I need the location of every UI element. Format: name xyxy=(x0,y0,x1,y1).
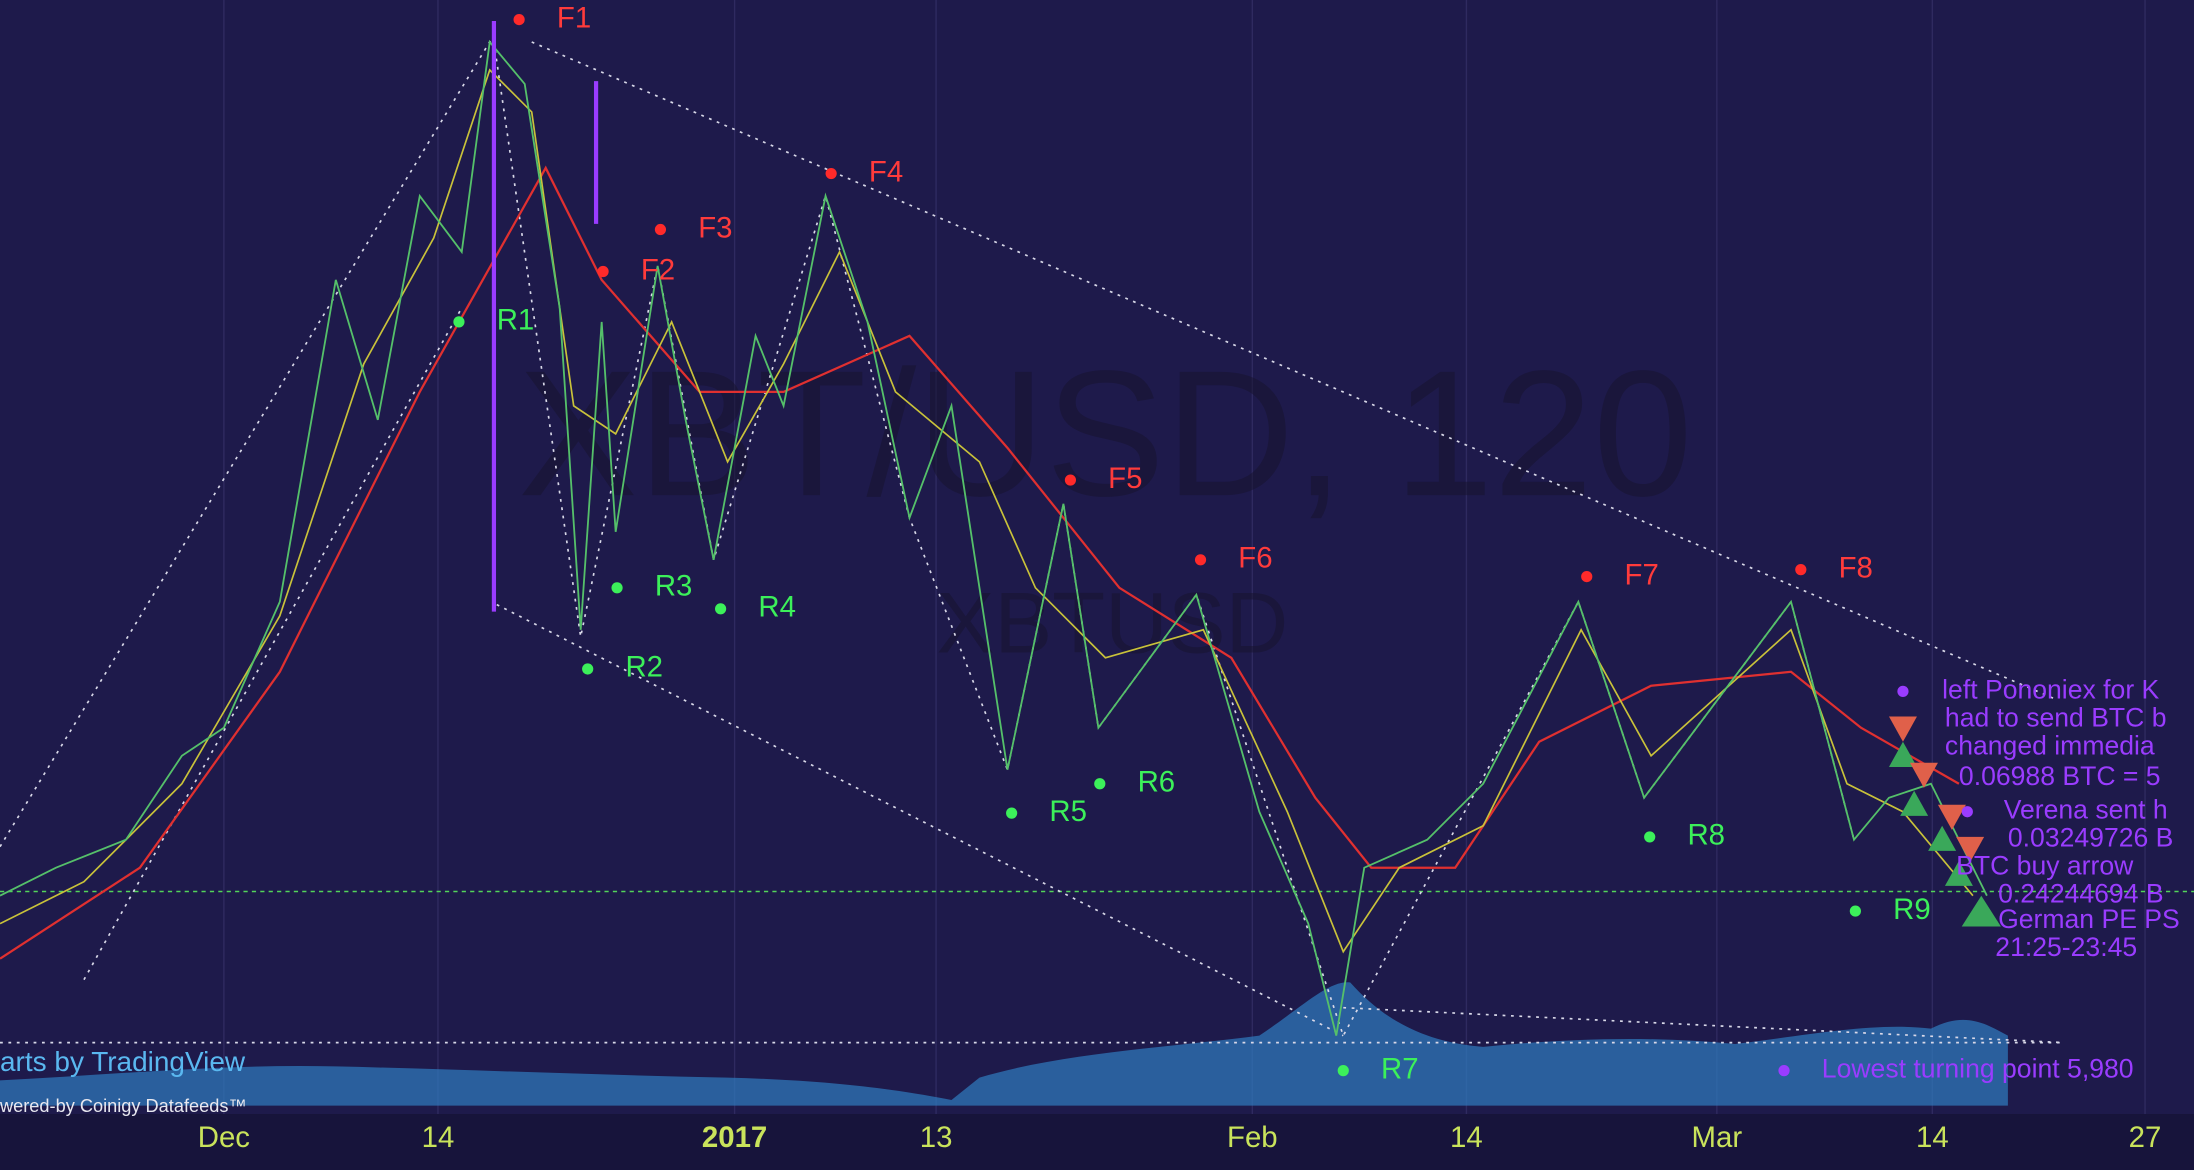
x-tick-label: 14 xyxy=(1916,1121,1949,1154)
trough-dot xyxy=(453,316,465,328)
annotation-text: Verena sent h xyxy=(2004,795,2168,825)
grid xyxy=(223,0,2146,1115)
x-tick-label: 14 xyxy=(1450,1121,1483,1154)
annotation-text: left Pononiex for K xyxy=(1942,674,2159,704)
moving-average-slow xyxy=(0,165,1960,960)
x-tick-label: 14 xyxy=(422,1121,455,1154)
trough-dot xyxy=(1849,905,1861,917)
trough-label: R5 xyxy=(1049,795,1087,828)
annotation-text: 0.06988 BTC = 5 xyxy=(1959,761,2161,791)
x-tick-label: 2017 xyxy=(702,1121,767,1154)
turning-points: F1 F2 F3 F4 F5 F6 F7 F8 R1 R2 R3 R4 R5 R6 R7 R8 R9 xyxy=(453,1,1931,1085)
sell-arrows xyxy=(1888,716,1985,863)
trough-dot xyxy=(611,582,623,594)
trough-label: R3 xyxy=(655,570,693,603)
peak-label: F8 xyxy=(1839,551,1873,584)
peak-dot xyxy=(597,265,609,278)
annotation-text: German PE PS xyxy=(1998,904,2180,934)
annotation-text: BTC buy arrow xyxy=(1956,851,2134,881)
trough-label: R4 xyxy=(758,591,796,624)
trough-label: R9 xyxy=(1893,893,1931,926)
peak-label: F2 xyxy=(641,253,675,286)
credit-datafeed: wered-by Coinigy Datafeeds™ xyxy=(0,1096,247,1116)
trough-label: R1 xyxy=(497,304,535,337)
price xyxy=(0,39,1988,1036)
trough-dot xyxy=(1006,807,1018,819)
peak-dot xyxy=(825,167,837,180)
peak-dot xyxy=(1064,474,1077,486)
annotation-text: 21:25-23:45 xyxy=(1995,932,2137,962)
peak-label: F4 xyxy=(869,155,903,188)
peak-label: F1 xyxy=(557,1,591,34)
trough-dot xyxy=(582,663,594,675)
annotation-text: changed immedia xyxy=(1945,730,2155,760)
peak-label: F7 xyxy=(1625,558,1659,591)
annotation-text: 0.24244694 B xyxy=(1998,879,2164,909)
trough-dot xyxy=(1094,778,1106,790)
annotation-text: 0.03249726 B xyxy=(2008,823,2174,853)
peak-dot xyxy=(654,223,667,236)
peak-dot xyxy=(1581,571,1593,583)
trough-dot xyxy=(715,603,727,615)
peak-dot xyxy=(1194,554,1207,566)
note-dot xyxy=(1897,685,1909,697)
peak-label: F6 xyxy=(1238,542,1272,575)
trend-lines xyxy=(0,34,2064,1044)
x-tick-label: 13 xyxy=(920,1121,953,1154)
peak-label: F3 xyxy=(698,211,732,244)
x-tick-label: Mar xyxy=(1692,1121,1743,1154)
moving-average-fast xyxy=(0,68,1974,954)
peak-dot xyxy=(1795,564,1807,576)
x-tick-label: Feb xyxy=(1227,1121,1278,1154)
note-dot xyxy=(1961,806,1973,818)
volume-area xyxy=(0,982,2008,1106)
lowest-note: Lowest turning point 5,980 xyxy=(1822,1054,2134,1084)
buy-arrows xyxy=(1888,741,2001,927)
trough-label: R7 xyxy=(1381,1052,1419,1085)
peak-label: F5 xyxy=(1108,462,1142,495)
trough-dot xyxy=(1337,1065,1349,1077)
trough-label: R6 xyxy=(1138,765,1176,798)
annotation-text: had to send BTC b xyxy=(1945,702,2167,732)
note-dot xyxy=(1778,1065,1790,1077)
time-axis: Dec 14 2017 13 Feb 14 Mar 14 27 xyxy=(198,1121,2162,1154)
x-tick-label: 27 xyxy=(2129,1121,2162,1154)
trough-label: R8 xyxy=(1687,819,1725,852)
watermark: XBT/USD, 120 xyxy=(518,333,1693,533)
x-tick-label: Dec xyxy=(198,1121,250,1154)
peak-dot xyxy=(513,13,525,26)
credit-tradingview: arts by TradingView xyxy=(0,1046,246,1077)
trough-label: R2 xyxy=(625,651,663,684)
trough-dot xyxy=(1644,831,1656,843)
time-axis-bar xyxy=(0,1114,2194,1170)
